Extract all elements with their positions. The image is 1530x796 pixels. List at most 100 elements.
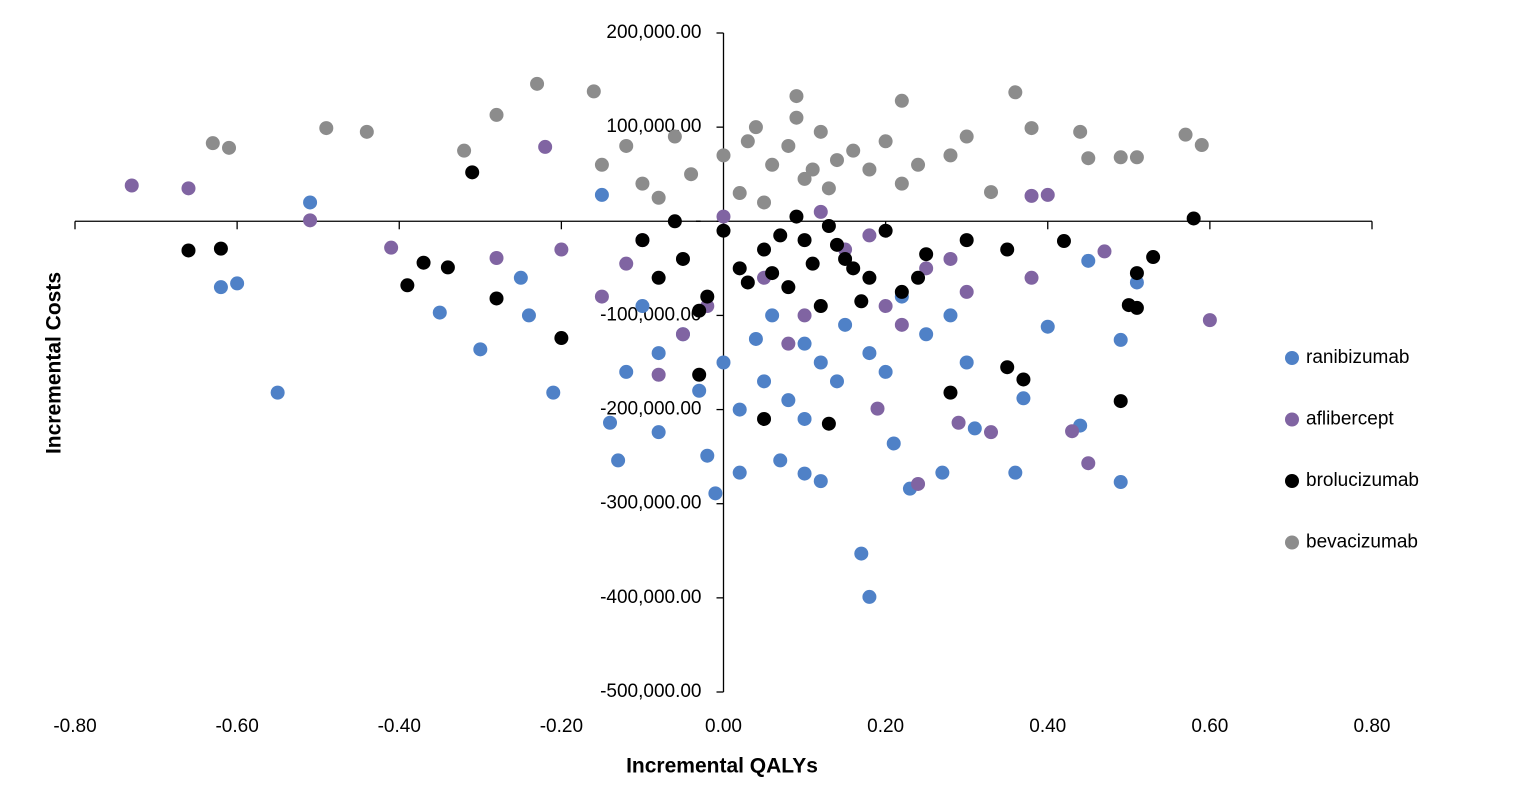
point [554, 331, 569, 346]
point [935, 465, 950, 480]
point [684, 167, 699, 182]
point [651, 425, 666, 440]
point [465, 165, 480, 180]
point [603, 415, 618, 430]
point [813, 204, 828, 219]
point [635, 233, 650, 248]
point [1081, 456, 1096, 471]
point [651, 190, 666, 205]
point [854, 546, 869, 561]
x-tick-label: 0.60 [1191, 716, 1228, 737]
legend-marker [1285, 351, 1299, 365]
point [303, 195, 318, 210]
point [821, 181, 836, 196]
x-tick-label: 0.80 [1354, 716, 1391, 737]
point [959, 284, 974, 299]
point [489, 251, 504, 266]
point [594, 157, 609, 172]
legend-marker [1285, 412, 1299, 427]
point [919, 261, 934, 276]
point [619, 364, 634, 379]
point [813, 124, 828, 139]
point [838, 251, 853, 266]
point [432, 305, 447, 320]
point [619, 138, 634, 153]
point [1000, 242, 1015, 257]
point [1146, 250, 1161, 265]
point [813, 355, 828, 370]
point [1178, 127, 1193, 142]
point [984, 185, 999, 200]
point [862, 228, 877, 243]
point [748, 331, 763, 346]
point [789, 209, 804, 224]
point [1081, 253, 1096, 268]
point [1073, 124, 1088, 139]
point [789, 110, 804, 125]
point [1040, 319, 1055, 334]
point [124, 178, 139, 193]
point [230, 276, 245, 291]
point [894, 93, 909, 108]
point [959, 129, 974, 144]
point [894, 284, 909, 299]
point [716, 148, 731, 163]
point [1008, 465, 1023, 480]
point [530, 76, 545, 91]
point [748, 120, 763, 135]
point [765, 308, 780, 323]
point [878, 364, 893, 379]
point [181, 243, 196, 258]
point [1194, 138, 1209, 153]
point [797, 466, 812, 481]
point [692, 383, 707, 398]
point [635, 176, 650, 191]
point [959, 355, 974, 370]
point [813, 299, 828, 314]
point [773, 228, 788, 243]
point [675, 251, 690, 266]
point [732, 261, 747, 276]
point [213, 241, 228, 256]
point [943, 308, 958, 323]
point [862, 346, 877, 361]
point [675, 327, 690, 342]
point [854, 294, 869, 309]
point [1000, 360, 1015, 375]
point [1016, 391, 1031, 406]
point [846, 261, 861, 276]
point [919, 247, 934, 262]
point [1113, 150, 1128, 165]
point [319, 121, 334, 136]
point [1024, 270, 1039, 285]
point [1081, 151, 1096, 166]
point [205, 136, 220, 151]
point [911, 476, 926, 491]
point [716, 355, 731, 370]
point [757, 374, 772, 389]
point [797, 336, 812, 351]
point [513, 270, 528, 285]
point [781, 138, 796, 153]
point [740, 275, 755, 290]
point [1056, 234, 1071, 249]
point [440, 260, 455, 275]
point [797, 411, 812, 426]
point [692, 303, 707, 318]
point [821, 218, 836, 233]
point [384, 240, 399, 255]
point [651, 346, 666, 361]
x-tick-label: -0.80 [53, 716, 96, 737]
point [911, 157, 926, 172]
point [1129, 150, 1144, 165]
point [797, 171, 812, 186]
point [1113, 394, 1128, 409]
point [1024, 121, 1039, 136]
point [1113, 475, 1128, 490]
point [894, 317, 909, 332]
point [805, 162, 820, 177]
y-axis-title: Incremental Costs [43, 272, 66, 454]
point [700, 289, 715, 304]
point [967, 421, 982, 436]
point [1186, 211, 1201, 226]
